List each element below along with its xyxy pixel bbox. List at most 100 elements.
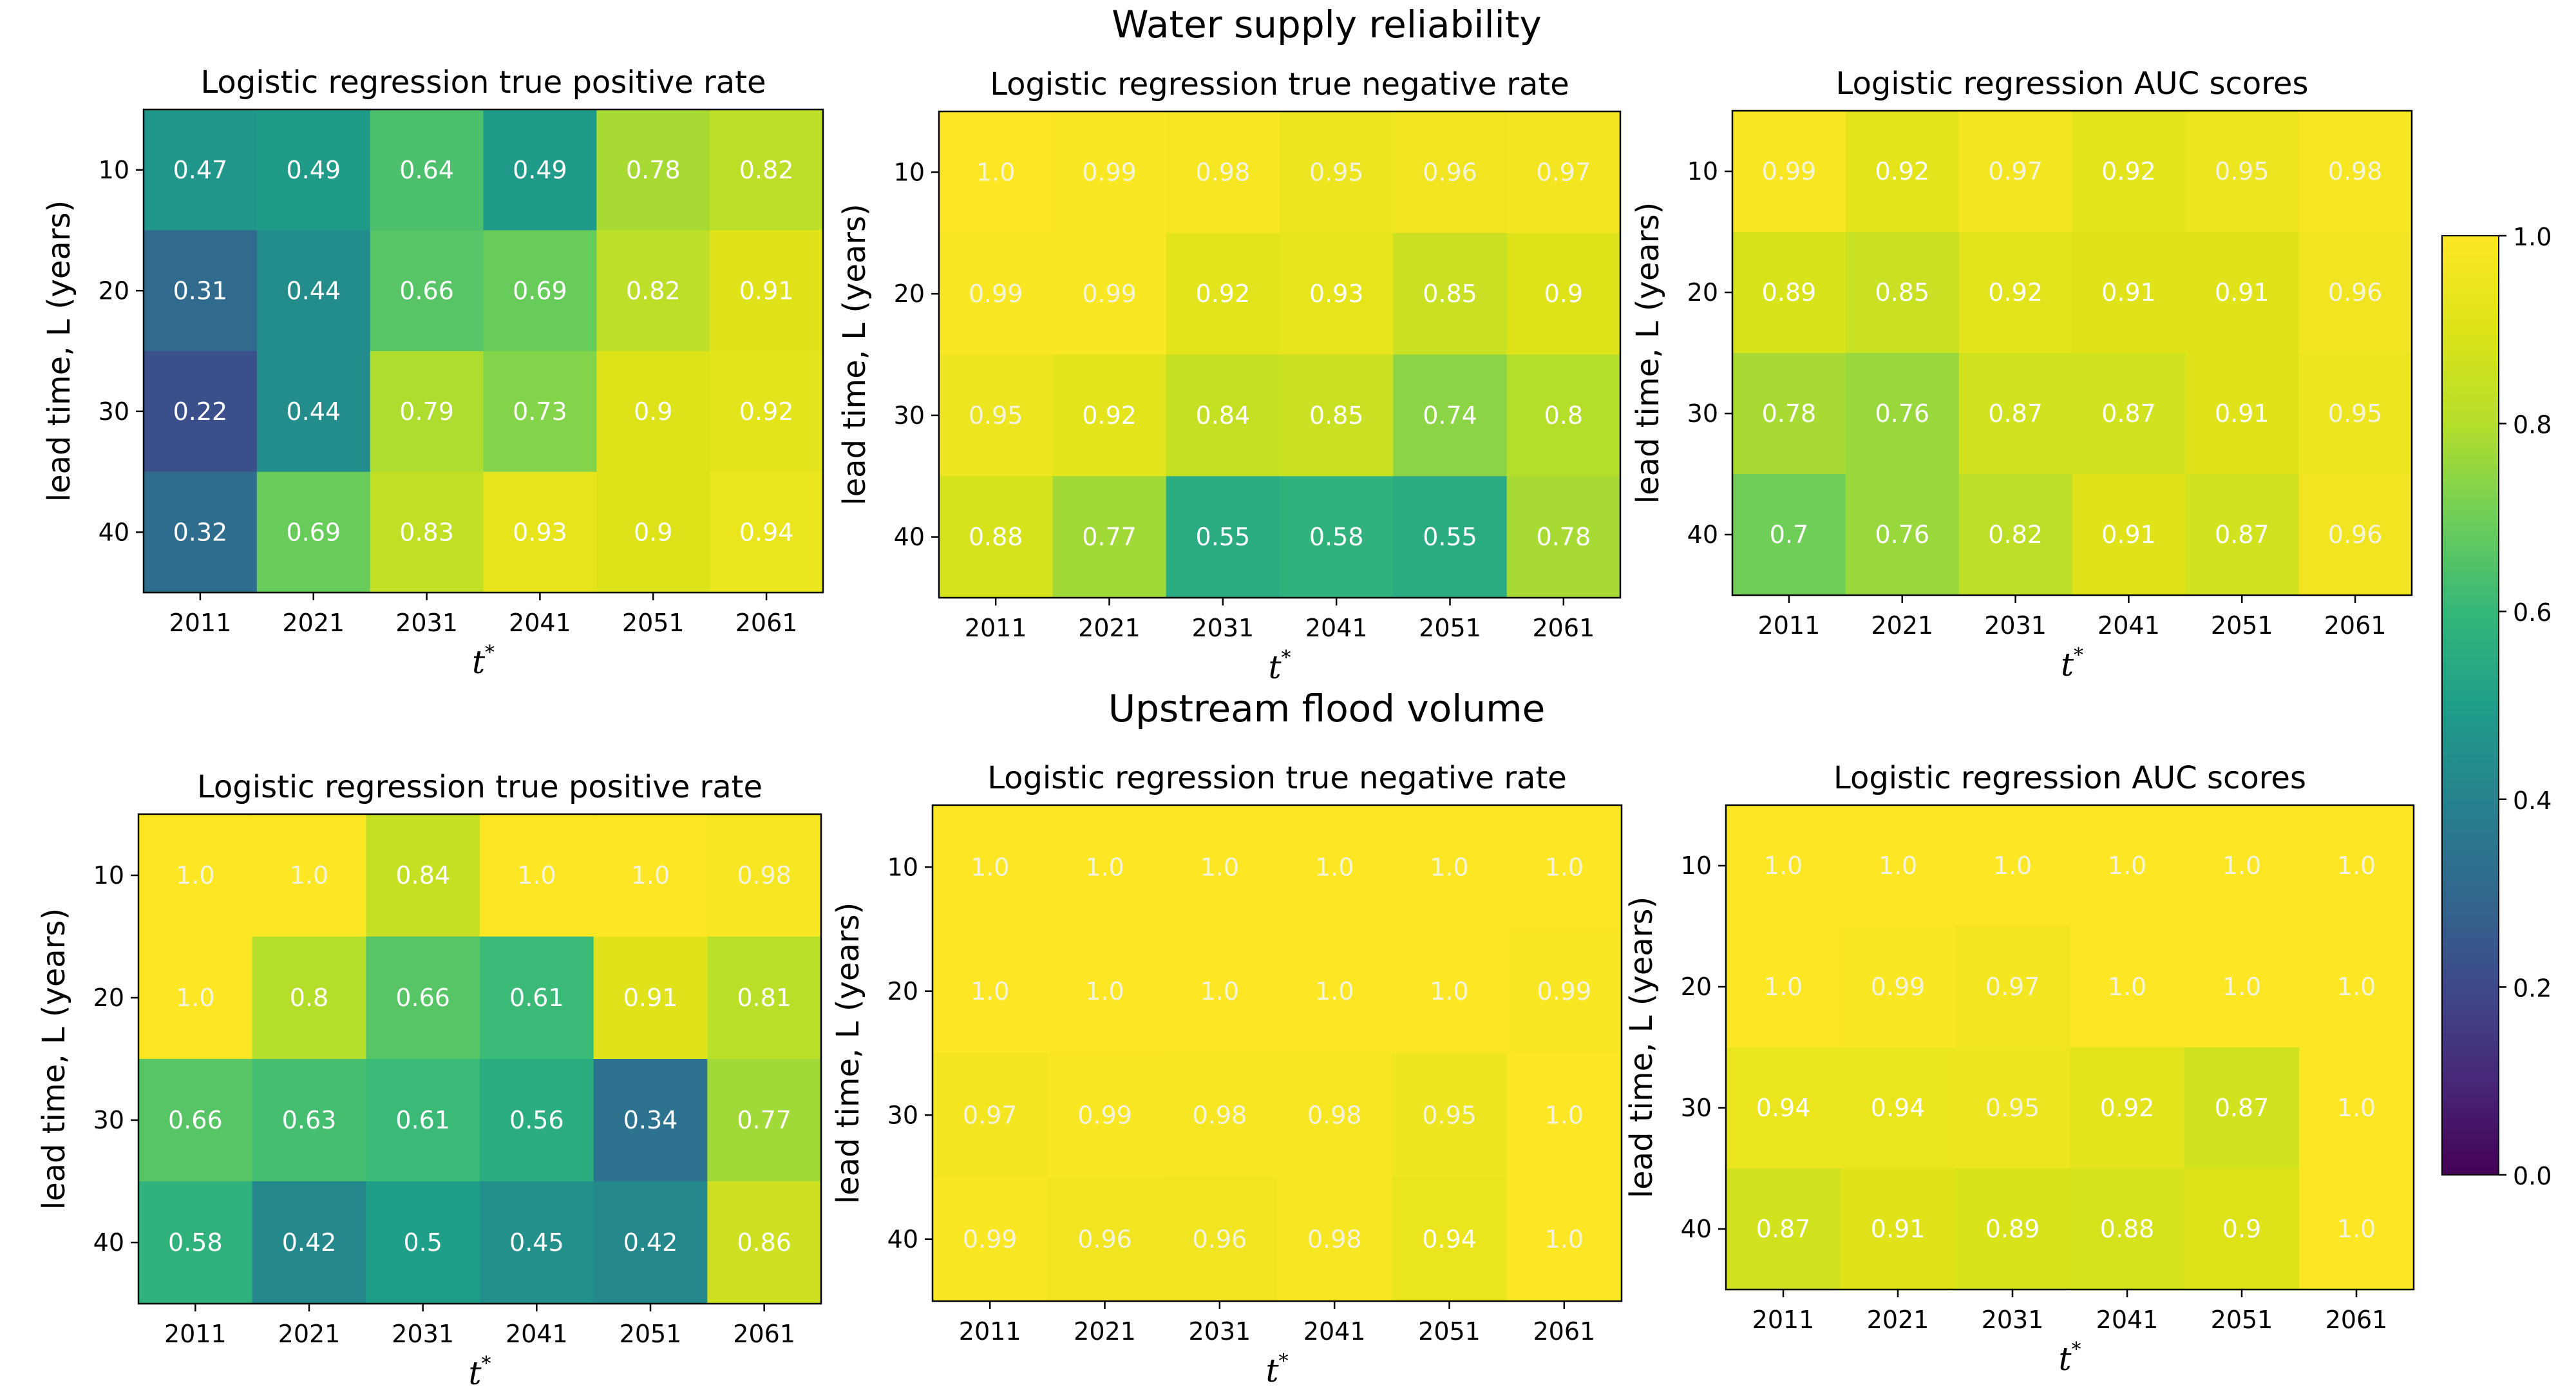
y-tick-label: 30 xyxy=(1681,1094,1712,1122)
heatmap-cell xyxy=(1732,474,1846,596)
heatmap-cell xyxy=(710,351,824,473)
panel-title: Logistic regression true negative rate xyxy=(987,760,1567,796)
cell-value-label: 0.99 xyxy=(1082,280,1137,308)
x-tick-label: 2061 xyxy=(733,1320,795,1348)
y-axis-label: lead time, L (years) xyxy=(830,902,866,1204)
heatmap-cell xyxy=(593,937,708,1060)
heatmap-cell xyxy=(707,1181,822,1304)
cell-value-label: 0.96 xyxy=(1077,1225,1132,1253)
x-axis-label-main: t xyxy=(1265,1352,1279,1389)
heatmap-cell xyxy=(2299,1047,2414,1169)
cell-value-label: 0.94 xyxy=(1871,1094,1926,1122)
cell-value-label: 0.91 xyxy=(2101,278,2156,307)
x-tick-label: 2041 xyxy=(1303,1317,1366,1346)
cell-value-label: 0.76 xyxy=(1875,520,1929,549)
cell-value-label: 0.61 xyxy=(395,1106,450,1134)
heatmap-cell xyxy=(256,109,371,231)
cell-value-label: 0.87 xyxy=(1988,399,2043,428)
x-axis-label: t* xyxy=(2061,644,2083,683)
plot-frame xyxy=(1725,804,2415,1291)
heatmap-cell xyxy=(1958,111,2073,233)
heatmap-cell xyxy=(1280,233,1394,356)
panel-title: Logistic regression true negative rate xyxy=(990,66,1569,102)
cell-value-label: 1.0 xyxy=(2222,852,2261,880)
heatmap-cell xyxy=(939,111,1053,234)
x-tick-label: 2021 xyxy=(1867,1306,1929,1334)
heatmap-cell xyxy=(596,109,710,231)
heatmap-cell xyxy=(1392,929,1508,1054)
cell-value-label: 1.0 xyxy=(1315,853,1354,881)
heatmap-cell xyxy=(2070,1168,2185,1290)
heatmap-panel-2: 1.0 0.99 0.98 0.95 0.96 0.970.99 0.99 0.92 0.93 0… xyxy=(837,66,1622,686)
cell-value-label: 0.9 xyxy=(2222,1215,2261,1243)
cell-value-label: 0.91 xyxy=(2101,520,2156,549)
cell-value-label: 0.99 xyxy=(963,1225,1018,1253)
heatmap-cell xyxy=(2184,1047,2300,1169)
heatmap-cell xyxy=(2184,1168,2300,1290)
plot-frame xyxy=(137,813,822,1305)
heatmap-panel-1: 0.47 0.49 0.64 0.49 0.78 0.82 0.31 0.44 0.66 0.69… xyxy=(41,64,824,681)
heatmap-cell xyxy=(483,109,597,231)
heatmap-cell xyxy=(710,230,824,352)
cell-value-label: 0.92 xyxy=(2101,157,2156,186)
cell-value-label: 0.95 xyxy=(1985,1094,2040,1122)
cell-value-label: 0.84 xyxy=(1196,401,1251,430)
x-tick-label: 2011 xyxy=(164,1320,227,1348)
x-axis-label-main: t xyxy=(1268,649,1282,686)
cell-value-label: 0.88 xyxy=(2100,1215,2155,1243)
cell-value-label: 0.98 xyxy=(737,861,791,890)
heatmap-cell xyxy=(939,476,1053,598)
heatmap-cell xyxy=(138,1059,253,1182)
cell-value-label: 0.99 xyxy=(1082,158,1137,186)
heatmap-cell xyxy=(1955,1047,2070,1169)
heatmap-panel-4: 1.0 1.0 0.84 1.0 1.0 0.98 1.0 0.8 0.66 0.61 0.91 0.… xyxy=(36,769,822,1390)
colorbar-tick-label: 0.4 xyxy=(2513,786,2552,815)
heatmap-cell xyxy=(1726,1047,1841,1169)
y-tick-label: 30 xyxy=(99,397,129,426)
cell-value-label: 1.0 xyxy=(1085,977,1124,1005)
cell-value-label: 0.88 xyxy=(969,523,1023,551)
cell-value-label: 0.89 xyxy=(1985,1215,2040,1243)
heatmap-cell xyxy=(1162,1177,1278,1302)
cell-value-label: 1.0 xyxy=(631,861,670,890)
heatmap-cell xyxy=(366,1059,480,1182)
cell-value-label: 0.81 xyxy=(737,984,791,1012)
heatmap-cell xyxy=(2185,474,2299,596)
y-tick-label: 10 xyxy=(99,156,129,184)
colorbar-tick-label: 0.8 xyxy=(2513,411,2552,439)
y-tick-label: 20 xyxy=(1687,278,1718,307)
heatmap-cell xyxy=(1506,1177,1622,1302)
heatmap-cell xyxy=(1726,1168,1841,1290)
x-tick-label: 2061 xyxy=(1533,1317,1595,1346)
cell-value-label: 0.69 xyxy=(513,276,567,305)
colorbar-ticks: 0.0 0.2 0.4 0.6 0.8 1.0 xyxy=(2499,223,2552,1190)
cell-value-label: 0.91 xyxy=(2215,278,2269,307)
cell-value-label: 0.95 xyxy=(2328,399,2383,428)
heatmap-cell xyxy=(593,1181,708,1304)
cell-value-label: 0.94 xyxy=(1422,1225,1477,1253)
heatmap-cell xyxy=(480,814,594,937)
cell-value-label: 0.77 xyxy=(1082,523,1137,551)
heatmap-cell xyxy=(1958,232,2073,354)
y-tick-label: 40 xyxy=(1687,520,1718,549)
heatmap-cell xyxy=(483,230,597,352)
x-axis-label-sup: * xyxy=(485,642,495,664)
cell-value-label: 1.0 xyxy=(1430,977,1468,1005)
x-axis-label-main: t xyxy=(468,1355,482,1390)
x-tick-label: 2031 xyxy=(1984,611,2047,640)
heatmap-cell xyxy=(1732,232,1846,354)
heatmap-cell xyxy=(252,937,366,1060)
cell-value-label: 1.0 xyxy=(2222,973,2261,1001)
cell-value-label: 0.84 xyxy=(395,861,450,890)
cell-value-label: 0.5 xyxy=(403,1228,442,1257)
cell-value-label: 0.87 xyxy=(1756,1215,1811,1243)
heatmap-cell xyxy=(2184,805,2300,927)
x-axis-label-sup: * xyxy=(2072,1338,2081,1361)
cell-value-label: 0.91 xyxy=(1871,1215,1926,1243)
y-tick-label: 40 xyxy=(894,523,925,551)
cell-value-label: 0.91 xyxy=(739,276,794,305)
cell-value-label: 0.98 xyxy=(2328,157,2383,186)
cell-value-label: 0.92 xyxy=(1875,157,1929,186)
x-tick-label: 2041 xyxy=(506,1320,568,1348)
